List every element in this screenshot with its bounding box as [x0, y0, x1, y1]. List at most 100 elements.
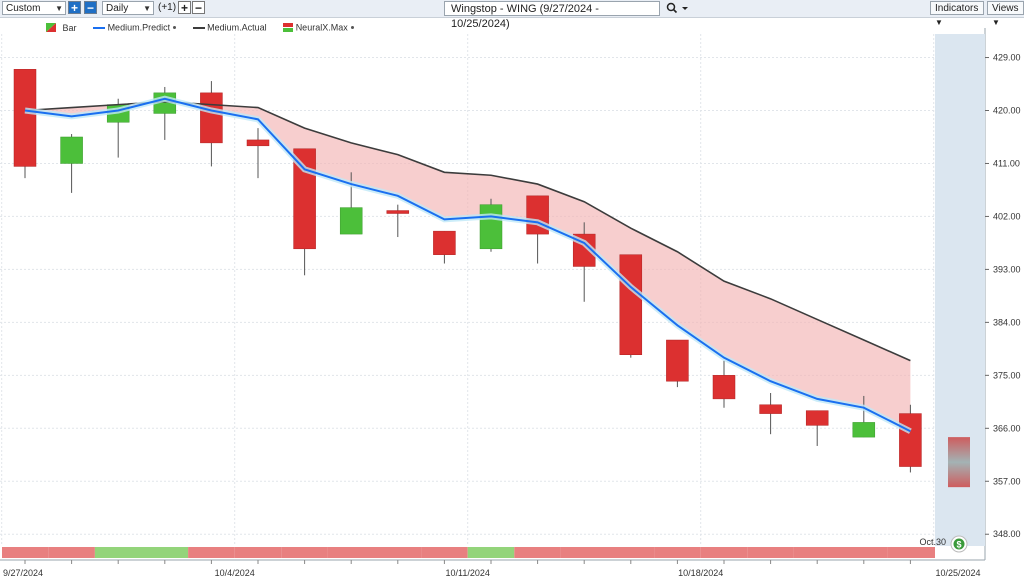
forecast-bar — [948, 437, 970, 488]
step-back-button[interactable]: − — [192, 1, 205, 14]
y-tick-label: 429.00 — [993, 53, 1021, 63]
y-tick-label: 357.00 — [993, 476, 1021, 486]
dot-icon — [173, 26, 177, 30]
predict-line — [24, 97, 911, 433]
y-tick-label: 366.00 — [993, 423, 1021, 433]
legend-actual[interactable]: Medium.Actual — [192, 22, 267, 33]
signal-segment — [747, 547, 794, 558]
signal-segment — [327, 547, 375, 558]
y-tick-label: 393.00 — [993, 264, 1021, 274]
signal-segment — [560, 547, 608, 558]
signal-segment — [840, 547, 888, 558]
legend-neuralx-label: NeuralX.Max — [295, 22, 348, 33]
signal-segment — [2, 547, 49, 558]
zoom-out-button[interactable]: − — [84, 1, 97, 14]
legend-actual-label: Medium.Actual — [207, 22, 267, 33]
legend-bar-label: Bar — [62, 22, 77, 33]
views-label: Views — [992, 3, 1019, 14]
series-lines — [24, 95, 912, 434]
x-tick-label: 10/4/2024 — [215, 568, 255, 578]
legend-predict[interactable]: Medium.Predict — [93, 22, 177, 33]
y-tick-label: 411.00 — [993, 158, 1020, 168]
step-label: (+1) — [158, 2, 177, 13]
indicators-menu[interactable]: Indicators ▼ — [930, 1, 984, 27]
chevron-down-icon: ▼ — [935, 18, 943, 27]
y-tick-label: 384.00 — [993, 317, 1021, 327]
signal-segment — [654, 547, 701, 558]
y-tick-label: 402.00 — [993, 211, 1021, 221]
x-axis: 9/27/2024 10/4/2024 10/11/2024 10/18/2024 10… — [0, 559, 985, 578]
chart-legend: Bar Medium.Predict Medium.Actual NeuralX… — [46, 22, 368, 34]
black-line-icon — [192, 26, 205, 29]
legend-neuralx[interactable]: NeuralX.Max — [283, 22, 354, 33]
toolbar: Custom ▼ + − Daily ▼ (+1) + − Wingstop -… — [0, 0, 1024, 30]
interval-select[interactable]: Daily ▼ — [102, 1, 154, 15]
forecast-date-label: Oct.30 — [919, 537, 946, 547]
candle-body — [619, 254, 643, 355]
signal-icon — [283, 23, 294, 33]
chevron-down-icon: ▼ — [55, 4, 63, 13]
y-tick-label: 375.00 — [993, 370, 1021, 380]
candle-body — [852, 422, 876, 438]
search-button[interactable] — [663, 1, 691, 16]
range-select-value: Custom — [6, 3, 41, 14]
signal-segment — [514, 547, 561, 558]
interval-select-value: Daily — [106, 3, 129, 14]
candle-body — [712, 375, 736, 400]
legend-predict-label: Medium.Predict — [107, 22, 171, 33]
signal-segment — [141, 547, 189, 558]
signal-segment — [793, 547, 841, 558]
dollar-badge[interactable]: $ — [950, 535, 968, 553]
chart-title: Wingstop - WING (9/27/2024 - 10/25/2024) — [444, 1, 660, 30]
y-tick-label: 348.00 — [993, 529, 1021, 539]
x-tick-label: 9/27/2024 — [3, 568, 43, 578]
x-tick-label: 10/25/2024 — [935, 568, 980, 578]
candle-body — [60, 136, 83, 164]
x-tick-label: 10/11/2024 — [446, 568, 490, 578]
predict-glow — [24, 95, 912, 434]
signal-segment — [94, 547, 142, 558]
candle-body — [386, 210, 410, 214]
x-tick-label: 10/18/2024 — [678, 568, 723, 578]
candle-body — [666, 339, 689, 382]
candle-body — [899, 413, 922, 467]
candle-body — [246, 139, 270, 147]
chart-grid — [0, 28, 986, 560]
signal-segment — [281, 547, 328, 558]
y-tick-label: 420.00 — [993, 106, 1021, 116]
candle-body — [479, 204, 503, 250]
candles — [13, 69, 922, 473]
indicators-label: Indicators — [935, 3, 979, 14]
dollar-icon — [953, 538, 965, 550]
dot-icon — [350, 26, 354, 30]
signal-segment — [887, 547, 935, 558]
signal-segment — [374, 547, 422, 558]
signal-segment — [700, 547, 748, 558]
zoom-in-button[interactable]: + — [68, 1, 81, 14]
signal-strip — [2, 547, 935, 558]
svg-text:$: $ — [956, 540, 961, 550]
forecast — [948, 437, 970, 488]
signal-segment — [48, 547, 95, 558]
candle-body — [805, 410, 829, 426]
candle-body — [433, 230, 456, 255]
candle-body — [13, 69, 37, 167]
search-icon — [666, 2, 688, 14]
blue-line-icon — [93, 26, 106, 29]
chevron-down-icon: ▼ — [992, 18, 1000, 27]
signal-segment — [421, 547, 468, 558]
signal-segment — [607, 547, 655, 558]
views-menu[interactable]: Views ▼ — [987, 1, 1024, 27]
candle-body — [759, 404, 782, 414]
step-forward-button[interactable]: + — [178, 1, 191, 14]
candle-body — [200, 92, 223, 144]
y-axis: 429.00 420.00 411.00 402.00 393.00 384.00 375.… — [985, 53, 1021, 539]
candle-icon — [46, 23, 56, 33]
range-select[interactable]: Custom ▼ — [2, 1, 66, 15]
legend-bar[interactable]: Bar — [46, 22, 77, 33]
candle-body — [339, 207, 363, 235]
signal-segment — [188, 547, 235, 558]
chevron-down-icon: ▼ — [143, 4, 151, 13]
signal-segment — [467, 547, 515, 558]
